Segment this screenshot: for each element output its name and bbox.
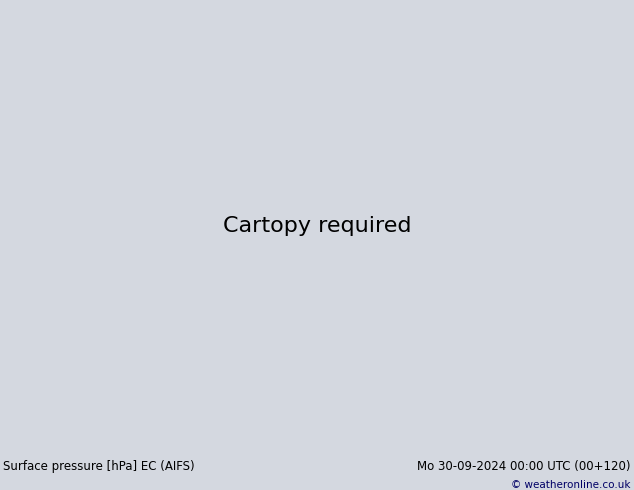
Text: © weatheronline.co.uk: © weatheronline.co.uk <box>512 480 631 490</box>
Text: Surface pressure [hPa] EC (AIFS): Surface pressure [hPa] EC (AIFS) <box>3 460 195 473</box>
Text: Mo 30-09-2024 00:00 UTC (00+120): Mo 30-09-2024 00:00 UTC (00+120) <box>417 460 631 473</box>
Text: Cartopy required: Cartopy required <box>223 216 411 236</box>
